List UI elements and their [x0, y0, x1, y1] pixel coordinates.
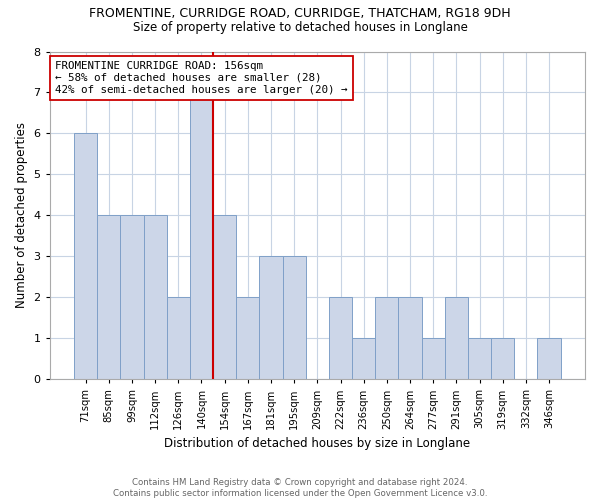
- Bar: [143, 216, 167, 380]
- Bar: [398, 298, 422, 380]
- Bar: [329, 298, 352, 380]
- Bar: [190, 92, 213, 380]
- Bar: [236, 298, 259, 380]
- Bar: [167, 298, 190, 380]
- Text: Contains HM Land Registry data © Crown copyright and database right 2024.
Contai: Contains HM Land Registry data © Crown c…: [113, 478, 487, 498]
- Bar: [538, 338, 560, 380]
- Bar: [491, 338, 514, 380]
- Bar: [352, 338, 375, 380]
- Text: FROMENTINE CURRIDGE ROAD: 156sqm
← 58% of detached houses are smaller (28)
42% o: FROMENTINE CURRIDGE ROAD: 156sqm ← 58% o…: [55, 62, 347, 94]
- Y-axis label: Number of detached properties: Number of detached properties: [15, 122, 28, 308]
- Bar: [259, 256, 283, 380]
- Bar: [468, 338, 491, 380]
- Bar: [97, 216, 121, 380]
- Bar: [422, 338, 445, 380]
- Text: FROMENTINE, CURRIDGE ROAD, CURRIDGE, THATCHAM, RG18 9DH: FROMENTINE, CURRIDGE ROAD, CURRIDGE, THA…: [89, 8, 511, 20]
- Bar: [445, 298, 468, 380]
- Bar: [213, 216, 236, 380]
- Text: Size of property relative to detached houses in Longlane: Size of property relative to detached ho…: [133, 21, 467, 34]
- Bar: [283, 256, 306, 380]
- Bar: [121, 216, 143, 380]
- Bar: [375, 298, 398, 380]
- Bar: [74, 134, 97, 380]
- X-axis label: Distribution of detached houses by size in Longlane: Distribution of detached houses by size …: [164, 437, 470, 450]
